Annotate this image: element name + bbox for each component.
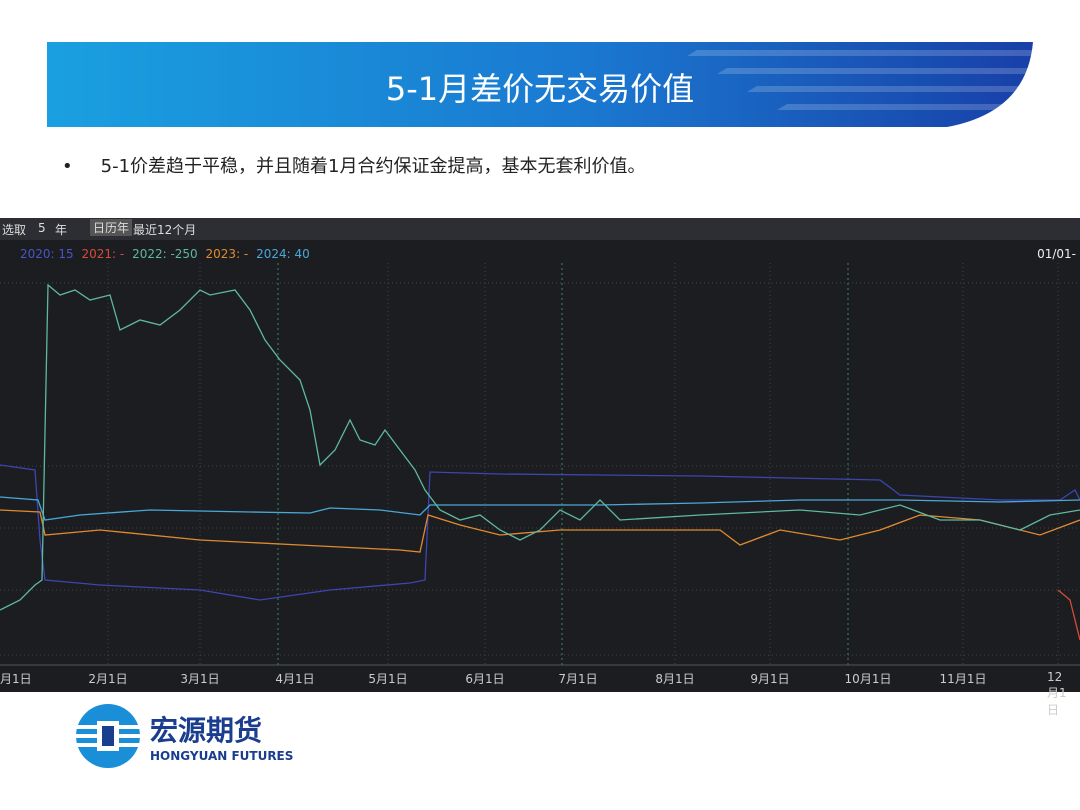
x-tick-label: 12月1日 <box>1047 670 1067 717</box>
legend-item: 2021: - <box>81 247 125 261</box>
banner-stripes <box>687 42 1033 127</box>
legend-item: 2023: - <box>205 247 249 261</box>
legend: 2020: 15 2021: - 2022: -250 2023: - 2024… <box>20 247 314 261</box>
x-tick-label: 7月1日 <box>558 672 598 686</box>
legend-item: 2020: 15 <box>20 247 74 261</box>
toolbar-button[interactable]: 日历年 <box>90 219 133 236</box>
quarter-lines <box>277 263 849 665</box>
toolbar-item: 年 <box>55 223 68 237</box>
logo-english: HONGYUAN FUTURES <box>150 749 294 763</box>
x-tick-label: 4月1日 <box>275 672 315 686</box>
logo-icon <box>75 704 141 768</box>
x-tick-label: 8月1日 <box>655 672 695 686</box>
chart-screenshot: 选取 5 年 日历年 最近12个月 2020: 15 2021: - 2022:… <box>0 218 1080 717</box>
x-tick-label: 11月1日 <box>939 672 987 686</box>
legend-item: 2024: 40 <box>256 247 310 261</box>
logo: 宏源期货 HONGYUAN FUTURES <box>75 703 293 777</box>
x-tick-label: 9月1日 <box>750 672 790 686</box>
grid <box>0 263 1080 665</box>
toolbar-button[interactable]: 最近12个月 <box>133 223 197 237</box>
title-banner: 5-1月差价无交易价值 <box>47 42 1033 127</box>
bullet: • 5-1价差趋于平稳，并且随着1月合约保证金提高，基本无套利价值。 <box>62 156 646 177</box>
lines <box>0 283 1080 641</box>
toolbar-item: 选取 <box>2 223 27 237</box>
date-range: 01/01- <box>1037 247 1076 261</box>
toolbar-item: 5 <box>38 221 46 235</box>
plot <box>0 263 1080 666</box>
legend-item: 2022: -250 <box>132 247 198 261</box>
x-tick-label: 10月1日 <box>844 672 892 686</box>
title: 5-1月差价无交易价值 <box>385 70 695 108</box>
toolbar: 选取 5 年 日历年 最近12个月 <box>0 218 1080 240</box>
x-tick-label: 1月1日 <box>0 672 32 686</box>
x-tick-label: 2月1日 <box>88 672 128 686</box>
x-tick-label: 5月1日 <box>368 672 408 686</box>
bullet-text: 5-1价差趋于平稳，并且随着1月合约保证金提高，基本无套利价值。 <box>100 156 646 177</box>
logo-name: 宏源期货 <box>150 714 263 747</box>
x-tick-label: 3月1日 <box>180 672 220 686</box>
x-tick-label: 6月1日 <box>465 672 505 686</box>
